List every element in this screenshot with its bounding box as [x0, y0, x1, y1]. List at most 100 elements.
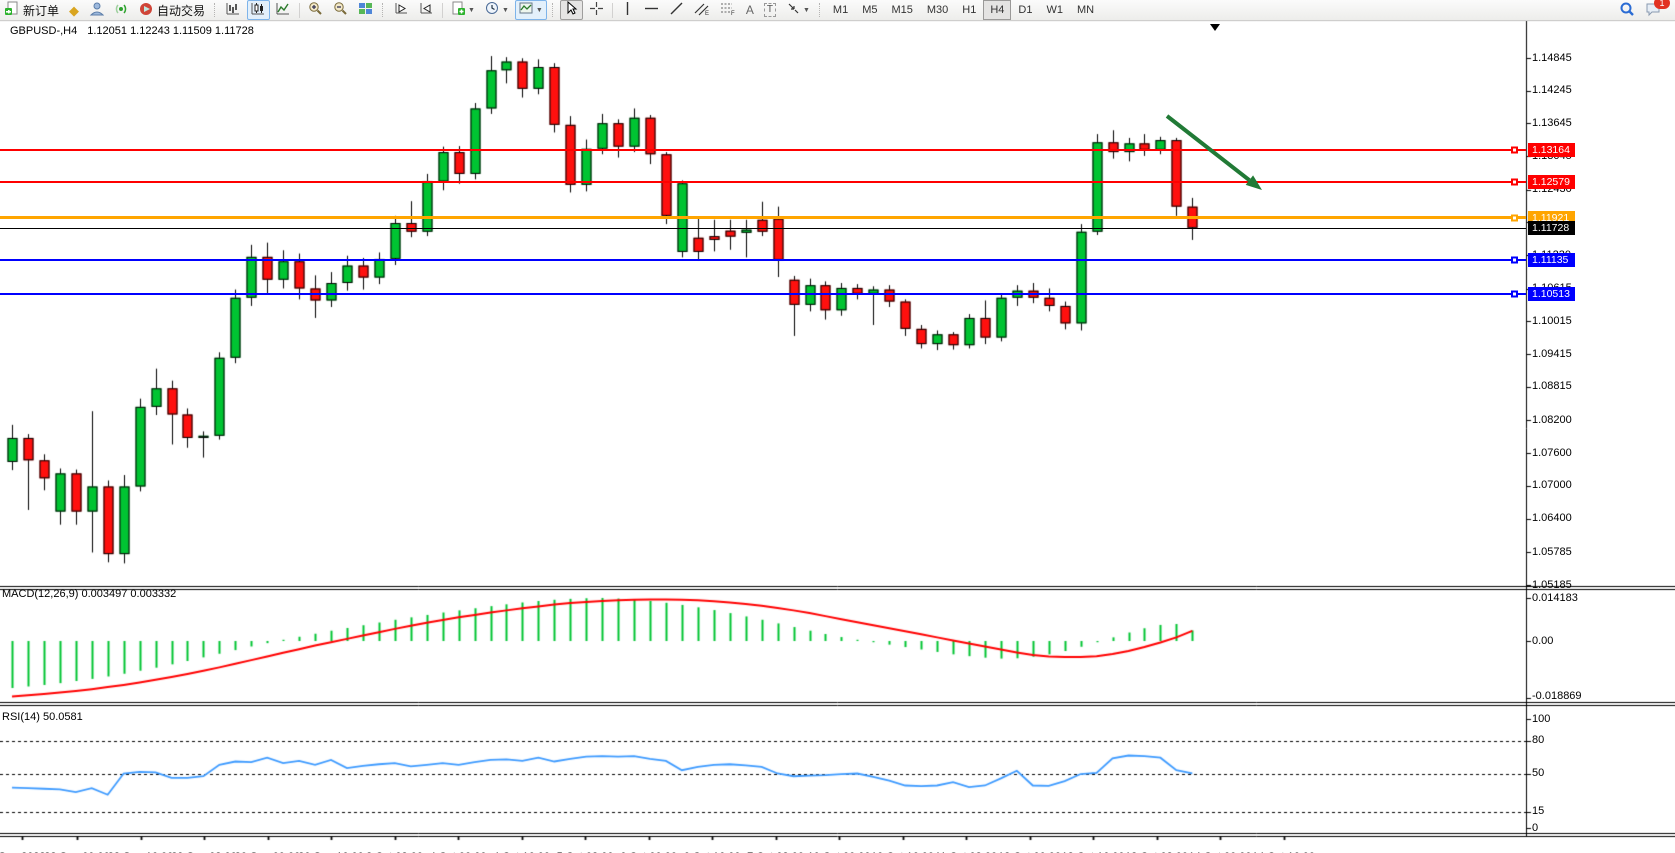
template-icon — [519, 1, 534, 19]
signals-button[interactable] — [110, 0, 133, 20]
timeframe-button-h1[interactable]: H1 — [962, 4, 977, 16]
price-axis-tick: 1.07600 — [1532, 446, 1572, 459]
clock-icon — [485, 1, 500, 19]
time-axis-label: 28 Sep 00:00 — [44, 851, 109, 853]
template-button[interactable]: ▼ — [514, 0, 547, 20]
step-back-button[interactable] — [415, 0, 438, 20]
auto-trading-button[interactable]: 自动交易 — [135, 0, 209, 20]
dropdown-arrow-icon: ▼ — [535, 6, 543, 14]
svg-text:F: F — [731, 11, 735, 16]
time-axis-label: 14 Oct 00:00 — [1189, 851, 1252, 853]
equidistant-channel-icon: E — [694, 1, 710, 19]
line-handle[interactable] — [1511, 178, 1518, 186]
search-button[interactable] — [1615, 0, 1639, 20]
timeframe-button-w1[interactable]: W1 — [1046, 4, 1063, 16]
price-badge-resistance: 1.12579 — [1528, 174, 1575, 189]
line-handle[interactable] — [1511, 146, 1518, 154]
line-handle[interactable] — [1511, 290, 1518, 298]
time-axis-label: 10 Oct 00:00 — [808, 851, 871, 853]
price-axis-tick: 1.14845 — [1532, 51, 1572, 64]
step-forward-button[interactable] — [390, 0, 413, 20]
toolbar-separator — [442, 2, 444, 18]
cursor-icon — [564, 0, 579, 19]
timeframe-button-m30[interactable]: M30 — [926, 4, 949, 16]
timeframe-button-d1[interactable]: D1 — [1018, 4, 1033, 16]
time-axis-label: 14 Oct 16:00 — [1252, 851, 1315, 853]
trend-arrow-annotation[interactable] — [1161, 110, 1301, 220]
support-line[interactable] — [0, 290, 1526, 298]
timeframe-button-m15[interactable]: M15 — [891, 4, 913, 16]
rsi-axis-tick: 80 — [1532, 734, 1545, 747]
main-toolbar: 新订单 ◆ 自动交易 — [0, 0, 1675, 21]
add-indicator-button[interactable]: ▼ — [447, 0, 479, 20]
search-icon — [1619, 1, 1635, 20]
new-order-button[interactable]: 新订单 — [1, 0, 63, 20]
resistance-line[interactable] — [0, 146, 1526, 154]
pivot-line[interactable] — [0, 214, 1526, 221]
line-chart-button[interactable] — [272, 0, 295, 20]
history-center-button[interactable]: ◆ — [65, 0, 83, 20]
vertical-line-tool-button[interactable] — [617, 0, 638, 20]
timeframe-button-m5[interactable]: M5 — [862, 4, 878, 16]
text-label-icon: T — [763, 3, 776, 17]
candlestick-chart-button[interactable] — [247, 0, 271, 20]
auto-trading-label: 自动交易 — [157, 3, 206, 18]
current-price-line[interactable] — [0, 227, 1526, 229]
add-indicator-icon — [451, 1, 466, 19]
time-axis-label: 29 Sep 08:00 — [171, 851, 236, 853]
market-watch-button[interactable] — [85, 0, 108, 20]
tile-windows-button[interactable] — [354, 0, 377, 20]
fibonacci-tool-button[interactable]: F — [716, 0, 740, 20]
notification-badge: 1 — [1654, 0, 1670, 9]
zoom-in-button[interactable] — [304, 0, 327, 20]
arrows-tool-button[interactable]: ▼ — [782, 0, 814, 20]
support-line[interactable] — [0, 256, 1526, 264]
ohlc-values: 1.12051 1.12243 1.11509 1.11728 — [87, 25, 254, 37]
chart-title: GBPUSD-,H4 1.12051 1.12243 1.11509 1.1172… — [10, 25, 254, 37]
step-back-icon — [419, 1, 434, 19]
time-axis-label: 13 Oct 08:00 — [1125, 851, 1188, 853]
bar-chart-button[interactable] — [222, 0, 245, 20]
line-chart-icon — [276, 1, 291, 19]
time-axis-label: 4 Oct 00:00 — [430, 851, 487, 853]
rsi-axis-tick: 0 — [1532, 821, 1539, 834]
time-axis-label: 6 Oct 00:00 — [620, 851, 677, 853]
timeframe-button-mn[interactable]: MN — [1076, 4, 1095, 16]
rsi-indicator-label: RSI(14) 50.0581 — [2, 711, 83, 723]
chart-shift-marker-icon[interactable] — [1210, 24, 1220, 31]
horizontal-line-tool-button[interactable] — [640, 0, 663, 20]
periods-button[interactable]: ▼ — [481, 0, 513, 20]
time-axis-label: 11 Oct 08:00 — [935, 851, 997, 853]
price-badge-support: 1.10513 — [1528, 287, 1575, 302]
line-handle[interactable] — [1511, 214, 1518, 221]
signal-icon — [114, 1, 129, 19]
time-axis-label: 30 Sep 00:00 — [235, 851, 300, 853]
quotes-icon: ◆ — [69, 2, 80, 18]
text-tool-button[interactable]: A — [742, 0, 758, 20]
dropdown-arrow-icon: ▼ — [802, 6, 810, 14]
resistance-line[interactable] — [0, 178, 1526, 186]
price-axis-tick: 1.07000 — [1532, 479, 1572, 492]
macd-axis-tick: 0.00 — [1532, 634, 1554, 647]
crosshair-tool-button[interactable] — [585, 0, 608, 20]
auto-trading-icon — [139, 1, 154, 19]
price-axis-tick: 1.08815 — [1532, 380, 1572, 393]
line-handle[interactable] — [1511, 256, 1518, 264]
price-badge-resistance: 1.13164 — [1528, 142, 1575, 157]
notifications-button[interactable]: 1 — [1641, 0, 1670, 20]
price-axis-tick: 1.08200 — [1532, 414, 1572, 426]
zoom-out-icon — [333, 1, 348, 19]
trendline-tool-button[interactable] — [665, 0, 688, 20]
timeframe-button-m1[interactable]: M1 — [832, 4, 849, 16]
zoom-out-button[interactable] — [329, 0, 352, 20]
text-label-tool-button[interactable]: T — [760, 0, 780, 20]
rsi-axis-tick: 100 — [1532, 712, 1551, 725]
cursor-tool-button[interactable] — [559, 0, 583, 20]
price-axis-tick: 1.10015 — [1532, 315, 1572, 327]
step-forward-icon — [394, 1, 409, 19]
price-axis-tick: 1.06400 — [1532, 512, 1572, 525]
channel-tool-button[interactable]: E — [690, 0, 714, 20]
timeframe-button-h4[interactable]: H4 — [983, 0, 1012, 20]
